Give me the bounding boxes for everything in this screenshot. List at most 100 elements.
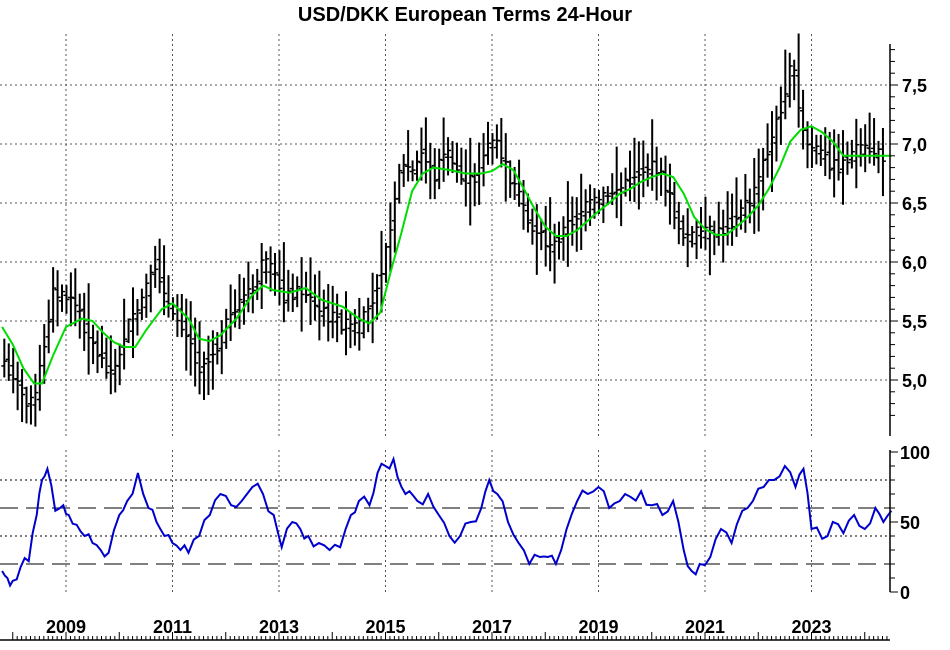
price-bar (671, 181, 678, 230)
price-bar (693, 219, 700, 260)
price-tick-label: 7,5 (902, 76, 927, 96)
price-bar (391, 181, 398, 253)
price-bar (134, 299, 141, 336)
price-bar (396, 163, 403, 204)
price-bar (147, 264, 154, 313)
price-bar (298, 257, 305, 332)
price-bar (542, 205, 549, 267)
year-tick-label: 2021 (685, 617, 725, 637)
price-bar (400, 154, 407, 187)
price-bar (276, 250, 283, 306)
price-bar (529, 208, 536, 245)
price-bar (702, 196, 709, 250)
price-bar (547, 197, 554, 272)
price-bar (94, 330, 101, 374)
price-bar (573, 197, 580, 252)
price-bar (311, 274, 318, 321)
tick-layer: 5,0 5,5 6,0 6,5 7,0 7,5 0 50 100 2009 2011 2013 2015… (46, 76, 930, 637)
price-bar (320, 289, 327, 327)
price-bar (755, 148, 762, 232)
price-bar (294, 276, 301, 308)
year-tick-label: 2015 (365, 617, 405, 637)
price-bar (14, 361, 21, 411)
price-bar (365, 297, 372, 333)
price-bar (449, 141, 456, 173)
price-bar (440, 117, 447, 182)
year-tick-label: 2019 (578, 617, 618, 637)
price-bar (582, 189, 589, 232)
price-bar (538, 218, 545, 251)
price-bar (786, 52, 793, 108)
price-bar (871, 118, 878, 166)
price-bar (76, 293, 83, 339)
price-bar (36, 344, 43, 411)
price-bar (334, 293, 341, 343)
price-bar (143, 273, 150, 318)
price-bar (848, 139, 855, 169)
price-bar (329, 285, 336, 339)
oscillator-layer (1, 455, 893, 588)
price-bar (23, 386, 30, 424)
year-tick-label: 2017 (472, 617, 512, 637)
price-bar (720, 209, 727, 263)
price-bar (675, 201, 682, 245)
price-bar (103, 337, 110, 379)
price-bar (844, 141, 851, 175)
oscillator-line (1, 455, 893, 588)
price-bar (706, 215, 713, 276)
oscillator-tick-label: 0 (900, 583, 910, 603)
price-bar (280, 242, 287, 323)
price-bar (405, 130, 412, 182)
price-bar (347, 312, 354, 349)
price-bar (649, 119, 656, 191)
price-bar (272, 253, 279, 296)
price-bar (152, 245, 159, 288)
price-bar (174, 294, 181, 337)
year-tick-label: 2023 (791, 617, 831, 637)
price-bar (431, 148, 438, 200)
price-bar (285, 269, 292, 312)
chart-title: USD/DKK European Terms 24-Hour (297, 4, 633, 26)
price-bar (653, 146, 660, 201)
price-bar (183, 298, 190, 371)
price-bars (1, 33, 886, 427)
price-bar (63, 285, 70, 314)
price-bar (560, 216, 567, 261)
price-bar (618, 172, 625, 227)
price-bar (254, 268, 261, 301)
price-bar (684, 208, 691, 268)
price-bar (165, 275, 172, 318)
price-bar (751, 157, 758, 234)
price-bar (458, 147, 465, 185)
price-bar (600, 186, 607, 224)
price-bar (161, 245, 168, 316)
price-bar (627, 150, 634, 202)
price-bar (5, 343, 12, 381)
price-bar (680, 215, 687, 246)
price-bar (879, 127, 886, 197)
price-bar (471, 163, 478, 207)
price-bar (356, 297, 363, 351)
price-bar (467, 137, 474, 226)
price-tick-label: 6,0 (902, 253, 927, 273)
price-bar (196, 321, 203, 395)
price-bar (72, 268, 79, 327)
price-bar (524, 193, 531, 233)
price-bar (116, 343, 123, 386)
price-bar (578, 173, 585, 250)
price-bar (791, 59, 798, 101)
price-bar (85, 283, 92, 375)
year-tick-label: 2013 (259, 617, 299, 637)
moving-average-layer (1, 125, 892, 385)
price-bar (835, 133, 842, 181)
price-bar (698, 206, 705, 249)
price-bar (338, 309, 345, 335)
price-bar (635, 141, 642, 210)
oscillator-tick-label: 50 (900, 513, 920, 533)
price-bar (795, 33, 802, 128)
price-bar (689, 226, 696, 248)
price-bar (201, 351, 208, 400)
price-tick-label: 5,5 (902, 312, 927, 332)
price-bar (387, 202, 394, 273)
